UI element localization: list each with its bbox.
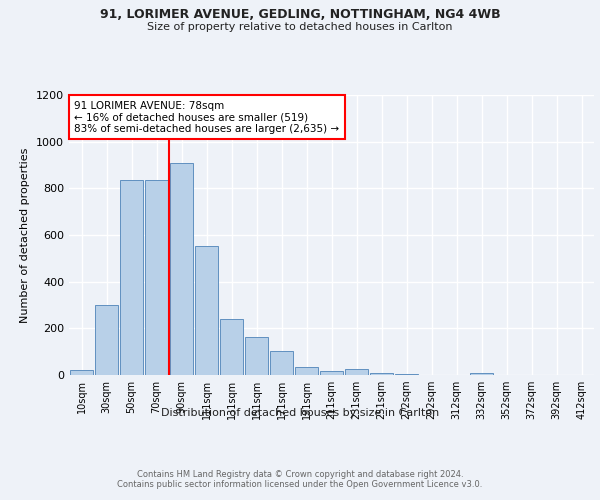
Bar	[194, 246, 218, 375]
Bar	[119, 180, 143, 375]
Bar	[70, 370, 94, 375]
Text: Distribution of detached houses by size in Carlton: Distribution of detached houses by size …	[161, 408, 439, 418]
Bar	[470, 372, 493, 375]
Bar	[344, 369, 368, 375]
Bar	[370, 372, 394, 375]
Bar	[395, 374, 418, 375]
Y-axis label: Number of detached properties: Number of detached properties	[20, 148, 31, 322]
Text: Contains HM Land Registry data © Crown copyright and database right 2024.
Contai: Contains HM Land Registry data © Crown c…	[118, 470, 482, 490]
Bar	[245, 336, 268, 375]
Text: Size of property relative to detached houses in Carlton: Size of property relative to detached ho…	[147, 22, 453, 32]
Bar	[269, 350, 293, 375]
Bar	[95, 305, 118, 375]
Bar	[170, 162, 193, 375]
Bar	[320, 371, 343, 375]
Bar	[295, 367, 319, 375]
Bar	[220, 319, 244, 375]
Text: 91, LORIMER AVENUE, GEDLING, NOTTINGHAM, NG4 4WB: 91, LORIMER AVENUE, GEDLING, NOTTINGHAM,…	[100, 8, 500, 20]
Text: 91 LORIMER AVENUE: 78sqm
← 16% of detached houses are smaller (519)
83% of semi-: 91 LORIMER AVENUE: 78sqm ← 16% of detach…	[74, 100, 340, 134]
Bar	[145, 180, 169, 375]
